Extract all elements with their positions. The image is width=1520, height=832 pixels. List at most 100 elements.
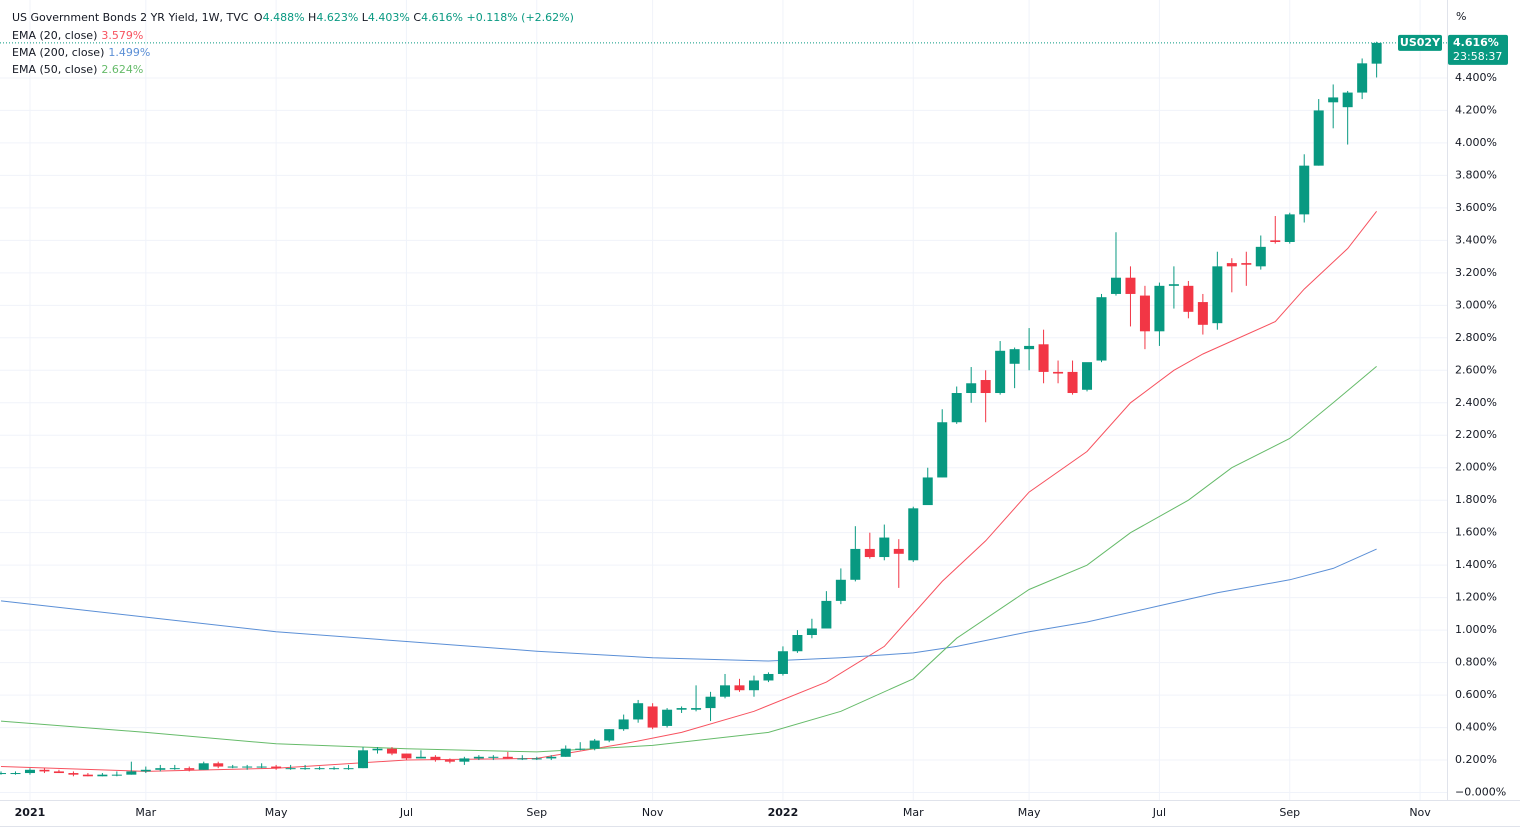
candle-body	[111, 774, 122, 776]
legend-entry: EMA (200, close) 1.499%	[12, 46, 150, 59]
candle-body	[1197, 302, 1208, 325]
candle-body	[633, 703, 644, 720]
price-tag: US02Y 4.616%23:58:37	[1398, 34, 1508, 65]
candle-body	[314, 768, 325, 770]
y-tick-label: 3.800%	[1455, 168, 1497, 181]
candle-body	[531, 758, 542, 760]
candle-body	[198, 763, 209, 770]
ohlc-key: L	[362, 11, 369, 24]
candle-body	[1313, 110, 1324, 166]
candle-body	[908, 508, 919, 561]
candle-body	[1371, 42, 1382, 64]
legend-value: 2.624%	[101, 63, 143, 76]
ohlc-key: H	[308, 11, 316, 24]
candle-body	[575, 748, 586, 750]
candle-body	[473, 756, 484, 759]
candle-body	[1357, 63, 1368, 93]
candle-body	[821, 600, 832, 629]
candle-body	[720, 685, 731, 697]
grid	[0, 0, 1447, 800]
candle-body	[386, 748, 397, 754]
candle-body	[24, 769, 35, 774]
x-tick-label: Sep	[1279, 806, 1300, 819]
candle-body	[1270, 240, 1281, 242]
ohlc-value: 4.488%	[263, 11, 305, 24]
candle-body	[227, 766, 238, 768]
x-tick-label: 2021	[15, 806, 46, 819]
candle-body	[937, 422, 948, 478]
legend-name: EMA (20, close)	[12, 29, 97, 42]
price-tag-box	[1448, 34, 1508, 65]
candle-body	[864, 548, 875, 558]
candle-body	[10, 773, 21, 775]
candle-body	[1241, 263, 1252, 265]
candle-body	[922, 477, 933, 506]
y-unit: %	[1456, 10, 1466, 23]
legend-name: EMA (50, close)	[12, 63, 97, 76]
candle-body	[444, 760, 455, 762]
y-tick-label: 3.000%	[1455, 298, 1497, 311]
y-tick-label: 1.200%	[1455, 591, 1497, 604]
x-tick-label: Nov	[642, 806, 664, 819]
candle-body	[502, 756, 513, 759]
candle-body	[1255, 246, 1266, 267]
candle-body	[777, 651, 788, 674]
candle-body	[1212, 266, 1223, 324]
legend-value: 3.579%	[101, 29, 143, 42]
y-tick-label: 1.600%	[1455, 526, 1497, 539]
candle-body	[1009, 349, 1020, 364]
y-tick-label: 2.000%	[1455, 461, 1497, 474]
legend-header: US Government Bonds 2 YR Yield, 1W, TVC …	[12, 11, 574, 24]
candle-body	[691, 708, 702, 710]
y-tick-label: 2.200%	[1455, 428, 1497, 441]
y-tick-label: 3.200%	[1455, 266, 1497, 279]
candle-body	[1038, 344, 1049, 372]
candle-body	[1082, 362, 1093, 390]
legend-entry: EMA (20, close) 3.579%	[12, 29, 143, 42]
candle-body	[97, 774, 108, 777]
x-tick-label: Sep	[526, 806, 547, 819]
candle-body	[184, 768, 195, 770]
candle-body	[1168, 284, 1179, 286]
ohlc-key: O	[254, 11, 263, 24]
candle-body	[329, 768, 340, 770]
candle-body	[966, 383, 977, 394]
candle-body	[68, 773, 79, 775]
candle-body	[980, 380, 991, 394]
candle-body	[213, 763, 224, 767]
candle-body	[835, 579, 846, 601]
y-tick-label: −0.000%	[1455, 786, 1506, 799]
candle-body	[169, 768, 180, 770]
ema-legend: EMA (20, close) 3.579% EMA (200, close) 1.4…	[12, 29, 150, 76]
candle-body	[1154, 285, 1165, 332]
x-tick-label: May	[265, 806, 288, 819]
x-tick-label: Mar	[903, 806, 924, 819]
candle-body	[546, 756, 557, 759]
y-tick-label: 2.800%	[1455, 331, 1497, 344]
candle-body	[763, 673, 774, 681]
symbol-label: US02Y	[1400, 36, 1441, 49]
x-tick-label: May	[1018, 806, 1041, 819]
candle-body	[401, 753, 412, 759]
legend-entry: EMA (50, close) 2.624%	[12, 63, 143, 76]
candle-body	[343, 768, 354, 770]
candle-body	[647, 706, 658, 728]
candle-body	[300, 768, 311, 770]
candle-body	[1096, 297, 1107, 361]
x-tick-label: Nov	[1409, 806, 1431, 819]
y-tick-label: 4.400%	[1455, 71, 1497, 84]
candle-body	[242, 766, 253, 768]
ema-line	[0, 548, 1377, 662]
legend-value: 1.499%	[108, 46, 150, 59]
candle-body	[517, 758, 528, 760]
candle-body	[1284, 214, 1295, 242]
candle-body	[604, 729, 615, 741]
candle-body	[589, 740, 600, 749]
candle-body	[271, 766, 282, 769]
candle-body	[459, 758, 470, 762]
candle-body	[879, 537, 890, 558]
candle-body	[1299, 165, 1310, 215]
candle-body	[358, 750, 369, 769]
ohlc-value: 4.623%	[316, 11, 358, 24]
candle-body	[951, 393, 962, 423]
